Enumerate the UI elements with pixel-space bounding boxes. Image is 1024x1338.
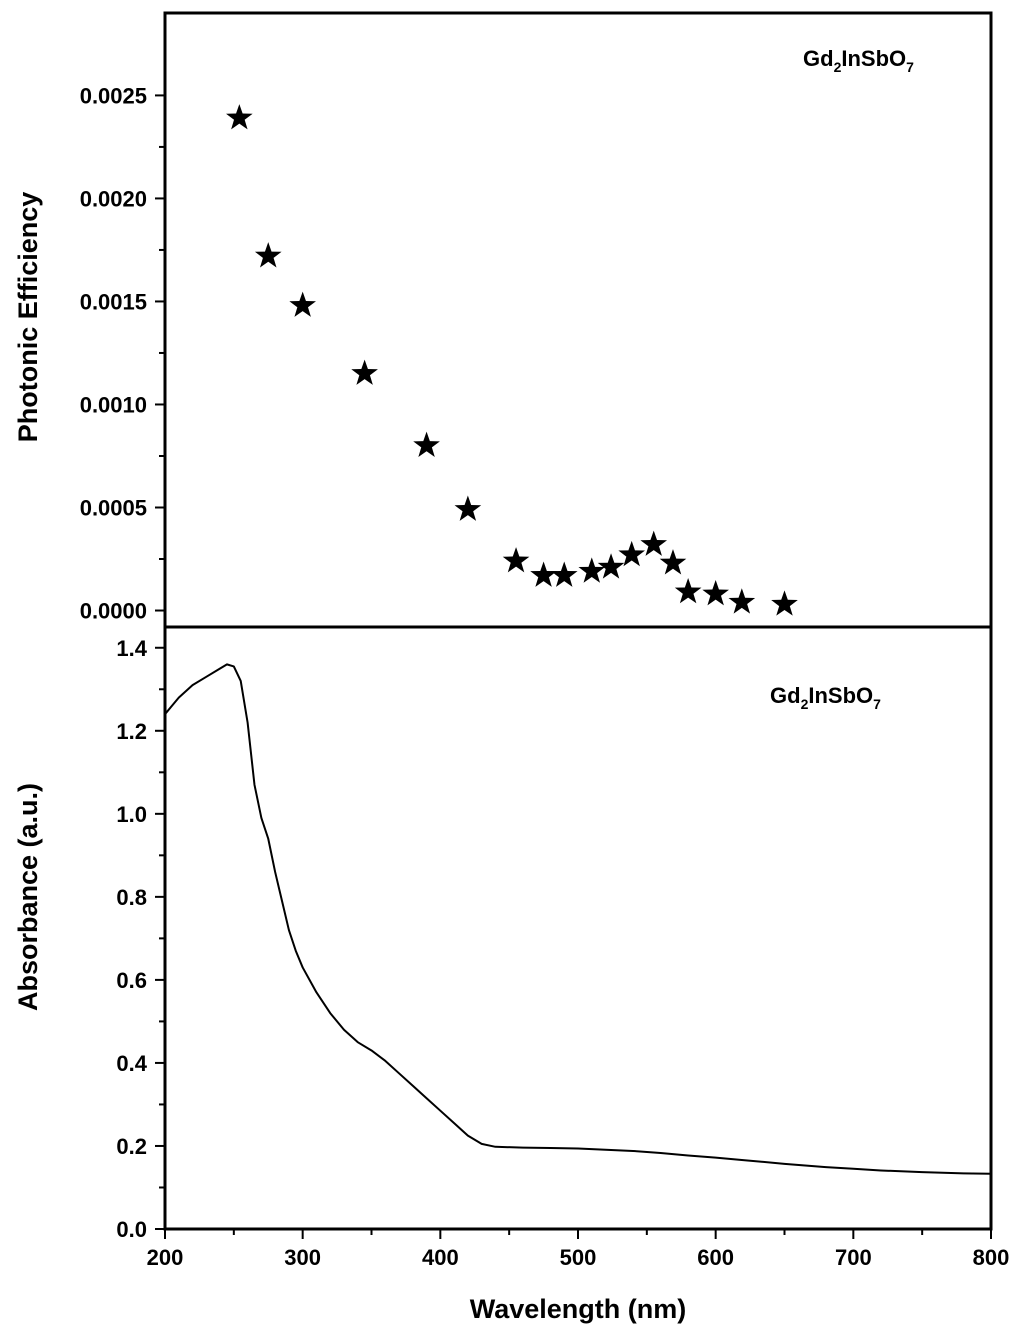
top-plot-frame	[163, 11, 993, 629]
top-y-axis-title: Photonic Efficiency	[13, 192, 43, 443]
bottom-y-tick-label: 0.6	[116, 968, 147, 993]
top-y-tick-label: 0.0025	[80, 83, 147, 108]
bottom-annotation-base: Gd	[770, 683, 801, 708]
top-y-axis: 0.0000 0.0005 0.0010 0.0015 0.0020 0.0025	[80, 83, 165, 624]
top-y-tick-label: 0.0005	[80, 495, 147, 520]
bottom-annotation-sub1: 2	[801, 696, 809, 712]
data-point-star	[530, 561, 557, 587]
bottom-y-tick-label: 1.0	[116, 802, 147, 827]
bottom-y-tick-label: 1.2	[116, 719, 147, 744]
data-point-star	[351, 359, 378, 385]
data-point-star	[659, 549, 687, 575]
bottom-y-tick-label: 0.8	[116, 885, 147, 910]
bottom-annotation: Gd2InSbO7	[770, 683, 881, 712]
data-point-star	[674, 577, 702, 604]
data-point-star	[728, 588, 756, 614]
data-point-star	[640, 530, 668, 556]
data-point-star	[578, 557, 606, 583]
bottom-annotation-sub2: 7	[873, 696, 881, 712]
top-annotation-mid: InSbO	[841, 46, 906, 71]
data-point-star	[413, 431, 440, 458]
data-point-star	[702, 580, 729, 606]
top-panel: 0.0000 0.0005 0.0010 0.0015 0.0020 0.0025 Pho…	[13, 11, 993, 629]
x-tick-label: 600	[697, 1245, 734, 1270]
bottom-y-tick-label: 0.2	[116, 1134, 147, 1159]
bottom-panel: 0.0 0.2 0.4 0.6 0.8 1.0 1.2 1.4 200 300 400 500 600…	[13, 625, 1010, 1324]
top-annotation: Gd2InSbO7	[803, 46, 914, 75]
data-point-star	[502, 547, 530, 573]
data-point-star	[289, 291, 316, 317]
top-y-tick-label: 0.0020	[80, 186, 147, 211]
bottom-y-axis-title: Absorbance (a.u.)	[13, 783, 43, 1011]
bottom-annotation-mid: InSbO	[808, 683, 873, 708]
bottom-y-tick-label: 0.0	[116, 1217, 147, 1242]
data-point-star	[771, 590, 798, 616]
top-y-tick-label: 0.0015	[80, 289, 147, 314]
top-annotation-base: Gd	[803, 46, 834, 71]
top-y-tick-label: 0.0010	[80, 392, 147, 417]
top-y-tick-label: 0.0000	[80, 599, 147, 624]
x-tick-label: 200	[147, 1245, 184, 1270]
x-tick-label: 800	[973, 1245, 1010, 1270]
data-point-star	[550, 561, 578, 587]
x-tick-label: 500	[560, 1245, 597, 1270]
top-annotation-sub1: 2	[834, 59, 842, 75]
bottom-y-tick-label: 0.4	[116, 1051, 147, 1076]
data-point-star	[597, 553, 625, 579]
x-axis-title: Wavelength (nm)	[470, 1294, 687, 1324]
x-tick-label: 700	[835, 1245, 872, 1270]
bottom-x-axis: 200 300 400 500 600 700 800	[147, 1229, 1010, 1270]
data-point-star	[454, 495, 482, 521]
top-data-points	[226, 104, 798, 616]
data-point-star	[226, 104, 253, 130]
absorbance-line	[164, 663, 992, 1175]
bottom-y-axis: 0.0 0.2 0.4 0.6 0.8 1.0 1.2 1.4	[116, 636, 165, 1242]
x-tick-label: 300	[284, 1245, 321, 1270]
top-annotation-sub2: 7	[906, 59, 914, 75]
bottom-y-tick-label: 1.4	[116, 636, 147, 661]
data-point-star	[254, 242, 282, 268]
data-point-star	[618, 540, 645, 567]
x-tick-label: 400	[422, 1245, 459, 1270]
